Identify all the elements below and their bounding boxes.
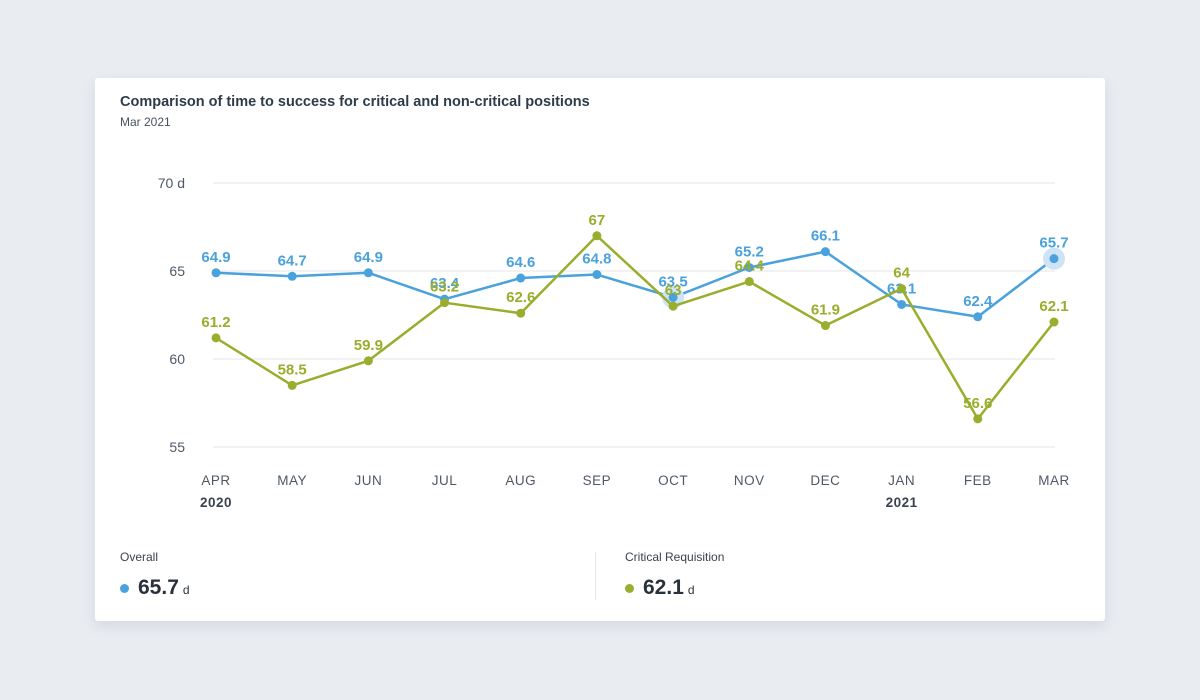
data-point-label: 63.5 <box>658 273 687 290</box>
data-point-label: 65.7 <box>1039 235 1068 252</box>
data-point-label: 63 <box>665 282 682 299</box>
data-point[interactable] <box>744 262 754 272</box>
x-year-label: 2020 <box>200 495 232 510</box>
x-tick-label: JUL <box>432 473 458 488</box>
data-point[interactable] <box>744 277 754 287</box>
legend-item-overall[interactable]: Overall 65.7 d <box>120 550 190 600</box>
data-point[interactable] <box>668 292 678 302</box>
data-point[interactable] <box>820 247 830 257</box>
data-point-label: 64 <box>893 265 910 282</box>
data-point-label: 56.6 <box>963 395 992 412</box>
data-point[interactable] <box>440 298 450 308</box>
x-tick-label: OCT <box>658 473 688 488</box>
legend-value: 62.1 <box>643 576 684 599</box>
x-year-label: 2021 <box>886 495 918 510</box>
data-point[interactable] <box>211 333 221 343</box>
data-point-label: 67 <box>589 212 606 229</box>
data-point[interactable] <box>820 321 830 331</box>
legend-value: 65.7 <box>138 576 179 599</box>
data-point-label: 64.4 <box>735 258 765 275</box>
y-tick-label: 65 <box>169 263 185 279</box>
data-point[interactable] <box>592 231 602 241</box>
data-point-label: 62.1 <box>1039 298 1068 315</box>
data-point[interactable] <box>668 301 678 311</box>
data-point[interactable] <box>592 270 602 280</box>
x-tick-label: DEC <box>810 473 840 488</box>
data-point[interactable] <box>897 284 907 294</box>
chart-title: Comparison of time to success for critic… <box>120 94 590 110</box>
x-tick-label: MAR <box>1038 473 1070 488</box>
x-tick-label: AUG <box>505 473 536 488</box>
data-point[interactable] <box>287 380 297 390</box>
data-point[interactable] <box>363 268 373 278</box>
data-point-label: 63.4 <box>430 275 460 292</box>
y-tick-label: 70 d <box>158 175 185 191</box>
legend-label: Critical Requisition <box>625 550 725 564</box>
data-point[interactable] <box>973 312 983 322</box>
data-point[interactable] <box>973 414 983 424</box>
data-point[interactable] <box>516 308 526 318</box>
data-point-label: 63.2 <box>430 279 459 296</box>
critical-requisition-color-dot-icon <box>625 583 634 593</box>
data-point-label: 58.5 <box>278 361 307 378</box>
legend-item-critical-requisition[interactable]: Critical Requisition 62.1 d <box>625 550 724 600</box>
x-tick-label: SEP <box>583 473 612 488</box>
data-point[interactable] <box>1049 254 1059 264</box>
data-point[interactable] <box>1049 317 1059 327</box>
legend: Overall 65.7 d Critical Requisition 62.1… <box>95 550 1105 620</box>
legend-unit: d <box>687 583 695 597</box>
data-point-label: 61.9 <box>811 302 840 319</box>
x-tick-label: NOV <box>734 473 765 488</box>
chart-subtitle: Mar 2021 <box>120 115 171 129</box>
legend-unit: d <box>182 583 190 597</box>
data-point-label: 65.2 <box>735 243 764 260</box>
data-point-label: 64.9 <box>354 249 383 266</box>
data-point[interactable] <box>287 271 297 281</box>
data-point-label: 64.6 <box>506 254 535 271</box>
data-point[interactable] <box>897 299 907 309</box>
data-point[interactable] <box>516 273 526 283</box>
legend-divider <box>595 552 596 600</box>
series-line <box>215 234 1055 421</box>
data-point[interactable] <box>211 268 221 278</box>
series-line <box>215 250 1055 319</box>
legend-label: Overall <box>120 550 159 564</box>
x-tick-label: APR <box>201 473 230 488</box>
data-point-label: 64.7 <box>278 252 307 269</box>
y-tick-label: 55 <box>169 439 185 455</box>
data-point-label: 59.9 <box>354 337 383 354</box>
data-point-label: 64.9 <box>201 249 230 266</box>
data-point-label: 62.4 <box>963 293 993 310</box>
chart-card: 55 60 65 70 d APR MAY JUN JUL AUG SEP OCT NOV DEC JAN… <box>95 78 1105 621</box>
data-point-label: 64.8 <box>582 251 611 268</box>
x-tick-label: FEB <box>964 473 992 488</box>
data-point-label: 66.1 <box>811 228 840 245</box>
x-tick-label: MAY <box>277 473 307 488</box>
data-point[interactable] <box>363 356 373 366</box>
overall-color-dot-icon <box>120 583 129 593</box>
x-tick-label: JUN <box>354 473 382 488</box>
x-tick-label: JAN <box>888 473 915 488</box>
data-point-label: 62.6 <box>506 289 535 306</box>
data-point-label: 61.2 <box>201 314 230 331</box>
line-chart[interactable]: 55 60 65 70 d APR MAY JUN JUL AUG SEP OCT NOV DEC JAN… <box>95 78 1105 623</box>
y-tick-label: 60 <box>169 351 185 367</box>
